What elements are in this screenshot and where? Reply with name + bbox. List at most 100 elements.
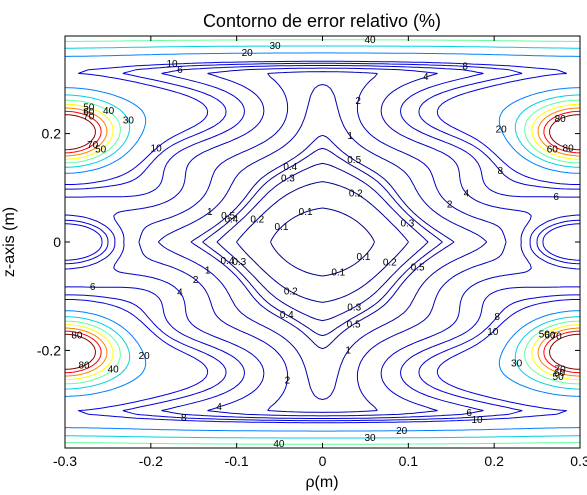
contour-label: 70 <box>551 332 563 343</box>
contour-label: 6 <box>553 192 559 203</box>
contour-line-70 <box>64 110 581 374</box>
contour-label: 1 <box>345 346 351 357</box>
contour-label: 70 <box>83 111 95 122</box>
contour-label: 0.2 <box>250 215 264 226</box>
contour-label: 70 <box>555 364 567 375</box>
contour-line-50 <box>64 103 581 381</box>
contour-line-80 <box>64 114 581 370</box>
contour-label: 50 <box>83 103 95 114</box>
contour-label: 0.1 <box>299 207 313 218</box>
contour-label: 20 <box>242 48 254 59</box>
contour-label: 0.5 <box>411 263 425 274</box>
contour-label: 0.3 <box>400 218 414 229</box>
contour-label: 50 <box>539 329 551 340</box>
contour-lines <box>64 39 581 445</box>
contour-line-30 <box>64 45 581 439</box>
contour-label: 10 <box>151 144 163 155</box>
contour-line-20 <box>64 52 581 432</box>
contour-label: 4 <box>423 72 429 83</box>
contour-labels: 0.10.10.10.10.20.20.20.20.30.30.30.30.40… <box>71 35 574 450</box>
contour-label: 8 <box>181 413 187 424</box>
contour-label: 80 <box>71 331 83 342</box>
x-tick-label: 0.3 <box>570 453 587 469</box>
x-tick-label: -0.2 <box>139 453 163 469</box>
contour-line-40 <box>64 39 581 445</box>
contour-label: 30 <box>123 116 135 127</box>
y-tick-label: -0.2 <box>37 342 61 358</box>
x-tick-label: -0.1 <box>225 453 249 469</box>
contour-label: 8 <box>498 166 504 177</box>
contour-label: 30 <box>269 41 281 52</box>
contour-line-0-5 <box>190 134 455 350</box>
contour-line-10 <box>64 60 581 424</box>
contour-label: 10 <box>487 327 499 338</box>
contour-label: 1 <box>347 131 353 142</box>
contour-label: 80 <box>78 361 90 372</box>
contour-line-0-1 <box>270 207 375 277</box>
contour-label: 2 <box>285 376 291 387</box>
contour-label: 40 <box>364 35 376 46</box>
contour-label: 4 <box>216 402 222 413</box>
contour-label: 0.2 <box>383 257 397 268</box>
contour-line-0-2 <box>236 181 409 303</box>
contour-line-8 <box>64 62 581 422</box>
contour-label: 60 <box>83 107 95 118</box>
contour-label: 6 <box>177 65 183 76</box>
contour-label: 40 <box>273 439 285 450</box>
contour-label: 20 <box>396 426 408 437</box>
contour-label: 2 <box>447 200 453 211</box>
contour-label: 0.4 <box>283 162 297 173</box>
contour-label: 10 <box>166 59 178 70</box>
contour-label: 0.3 <box>347 302 361 313</box>
contour-label: 0.5 <box>221 211 235 222</box>
contour-label: 60 <box>544 331 556 342</box>
contour-label: 1 <box>207 207 213 218</box>
contour-line-0-4 <box>202 147 443 337</box>
contour-label: 8 <box>462 61 468 72</box>
contour-label: 6 <box>466 408 472 419</box>
contour-label: 20 <box>139 351 151 362</box>
contour-label: 0.1 <box>357 252 371 263</box>
y-tick-label: 0 <box>53 234 61 250</box>
plot-frame <box>64 35 581 449</box>
contour-label: 40 <box>103 106 115 117</box>
contour-label: 0.5 <box>347 319 361 330</box>
contour-label: 0.5 <box>347 155 361 166</box>
contour-label: 2 <box>193 275 199 286</box>
contour-label: 0.4 <box>224 215 238 226</box>
contour-label: 50 <box>553 372 565 383</box>
y-axis: -0.2 0 0.2 <box>37 126 580 358</box>
contour-line-4 <box>113 67 532 417</box>
y-axis-title: z-axis (m) <box>1 207 18 277</box>
contour-label: 4 <box>464 188 470 199</box>
x-tick-label: -0.3 <box>53 453 77 469</box>
chart-title: Contorno de error relativo (%) <box>203 11 441 31</box>
contour-label: 60 <box>547 145 559 156</box>
contour-line-6 <box>64 65 581 419</box>
contour-label: 20 <box>496 125 508 136</box>
contour-label: 8 <box>494 312 500 323</box>
contour-label: 30 <box>364 433 376 444</box>
contour-label: 80 <box>555 114 567 125</box>
contour-line-60 <box>64 107 581 377</box>
contour-label: 0.3 <box>232 257 246 268</box>
contour-label: 0.3 <box>281 173 295 184</box>
contour-label: 6 <box>90 282 96 293</box>
contour-label: 2 <box>355 96 361 107</box>
contour-label: 1 <box>205 265 211 276</box>
contour-line-2 <box>138 71 507 413</box>
x-tick-label: 0 <box>319 453 327 469</box>
x-axis: -0.3 -0.2 -0.1 0 0.1 0.2 0.3 <box>53 36 587 469</box>
contour-label: 0.4 <box>220 256 234 267</box>
x-tick-label: 0.2 <box>484 453 504 469</box>
x-axis-title: ρ(m) <box>305 474 338 491</box>
contour-label: 0.1 <box>275 222 289 233</box>
contour-label: 80 <box>563 143 575 154</box>
contour-label: 70 <box>87 140 99 151</box>
contour-label: 10 <box>471 415 483 426</box>
x-tick-label: 0.1 <box>399 453 419 469</box>
contour-line-1 <box>157 84 488 400</box>
contour-label: 0.4 <box>280 310 294 321</box>
y-tick-label: 0.2 <box>42 126 62 142</box>
